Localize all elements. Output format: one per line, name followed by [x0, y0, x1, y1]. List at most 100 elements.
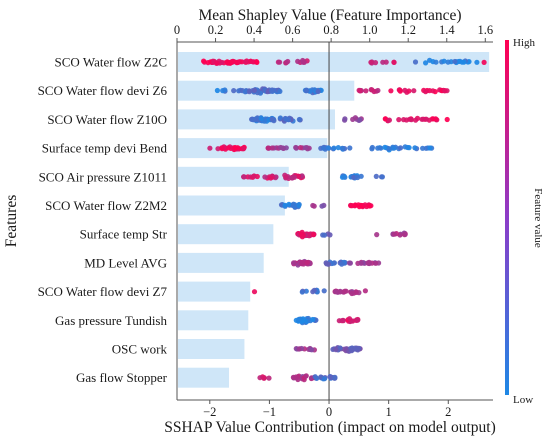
shap-point: [358, 173, 364, 179]
shap-point: [442, 88, 448, 94]
shap-point: [412, 145, 418, 151]
feature-label: SCO Water flow devi Z6: [38, 83, 168, 98]
shap-point: [332, 374, 338, 380]
colorbar-low-label: Low: [513, 394, 533, 406]
shap-point: [444, 116, 450, 123]
bottom-tick-label: −1: [263, 405, 276, 419]
bottom-tick-label: 0: [326, 405, 332, 419]
importance-bar: [178, 339, 245, 359]
shap-point: [423, 116, 429, 122]
shap-point: [352, 202, 358, 208]
shap-point: [205, 60, 211, 66]
shap-point: [402, 87, 408, 93]
shap-point: [310, 316, 316, 323]
shap-point: [348, 203, 354, 209]
shap-point: [269, 88, 275, 94]
bottom-tick-label: −2: [203, 405, 216, 419]
shap-point: [397, 145, 404, 151]
shap-point: [258, 115, 264, 122]
shap-point: [342, 116, 348, 122]
shap-point: [315, 88, 321, 95]
importance-bars: [178, 52, 490, 388]
feature-label: SCO Water flow Z2M2: [45, 198, 167, 213]
top-tick-label: 0: [174, 23, 180, 37]
feature-label: MD Level AVG: [84, 255, 167, 270]
colorbar-high-label: High: [513, 37, 536, 49]
shap-point: [396, 117, 402, 123]
shap-point: [367, 203, 373, 209]
feature-label: SCO Water flow Z2C: [55, 55, 167, 70]
shap-point: [481, 59, 487, 65]
shap-point: [293, 145, 299, 151]
shap-point: [303, 88, 309, 94]
shap-point: [352, 115, 358, 121]
shap-point: [405, 144, 411, 151]
x-axis-label: SSHAP Value Contribution (impact on mode…: [164, 419, 496, 436]
shap-point: [277, 88, 283, 94]
shap-point: [214, 87, 220, 94]
shap-point: [333, 289, 339, 295]
shap-point: [411, 88, 417, 94]
feature-label: Surface temp Str: [80, 227, 168, 242]
shap-point: [251, 87, 258, 94]
bottom-tick-label: 2: [445, 405, 451, 419]
shap-point: [391, 145, 397, 151]
shap-point: [362, 202, 368, 208]
shap-point: [262, 174, 268, 180]
shap-point: [401, 117, 407, 123]
shap-point: [295, 58, 301, 64]
shap-point: [285, 58, 291, 65]
shap-point: [231, 88, 237, 94]
top-tick-label: 0.8: [323, 23, 339, 37]
shap-point: [351, 174, 357, 181]
shap-point: [319, 203, 325, 209]
shap-point: [282, 202, 288, 208]
shap-point: [357, 117, 363, 123]
shap-point: [331, 145, 337, 151]
shap-point: [229, 58, 235, 65]
shap-points: [201, 57, 487, 383]
top-tick-label: 1.0: [362, 23, 378, 37]
shap-point: [347, 145, 353, 151]
shap-point: [382, 116, 388, 122]
top-tick-label: 1.2: [400, 23, 416, 37]
shap-point: [277, 59, 283, 65]
shap-point: [269, 145, 275, 151]
shap-point: [246, 89, 252, 95]
top-tick-label: 0.2: [208, 23, 224, 37]
shap-point: [224, 59, 230, 65]
feature-label: SCO Water flow devi Z7: [38, 284, 168, 299]
shap-point: [213, 60, 220, 66]
shap-point: [251, 116, 257, 122]
shap-point: [320, 145, 327, 151]
shap-point: [406, 88, 412, 94]
shap-point: [328, 374, 334, 381]
shap-point: [251, 289, 258, 295]
shap-point: [232, 144, 238, 151]
shap-point: [201, 58, 207, 64]
shap-point: [337, 345, 343, 351]
shap-point: [324, 261, 330, 267]
shap-point: [296, 116, 302, 123]
feature-label: SCO Air pressure Z1011: [39, 169, 167, 184]
shap-point: [311, 287, 317, 293]
shap-point: [295, 173, 301, 179]
importance-bar: [178, 166, 289, 187]
shap-point: [362, 288, 368, 294]
shap-point: [369, 87, 375, 93]
shap-point: [242, 89, 248, 95]
shap-point: [207, 145, 213, 151]
colorbar: [505, 40, 509, 395]
shap-point: [309, 347, 315, 353]
shap-point: [311, 203, 317, 209]
shap-point: [342, 288, 348, 294]
shap-point: [373, 173, 379, 179]
shap-point: [391, 59, 397, 65]
shap-point: [243, 59, 249, 65]
top-tick-label: 0.4: [246, 23, 262, 37]
shap-point: [379, 174, 385, 180]
shap-point: [299, 234, 305, 240]
feature-labels: SCO Water flow Z2C SCO Water flow devi Z6…: [38, 55, 168, 386]
y-axis-label: Features: [3, 195, 20, 248]
